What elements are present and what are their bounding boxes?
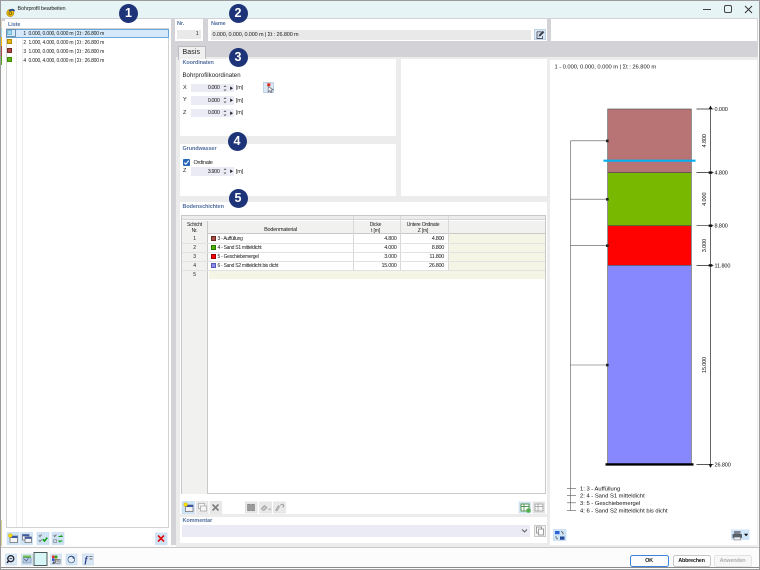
svg-text:1: 3 - Auffüllung: 1: 3 - Auffüllung	[580, 486, 620, 492]
svg-text:3: 5 - Geschiebemergel: 3: 5 - Geschiebemergel	[580, 501, 640, 507]
svg-text:1 - 0.000, 0.000, 0.000 m | Σt: 1 - 0.000, 0.000, 0.000 m | Σt : 26.800 …	[554, 65, 656, 71]
svg-text:3.000: 3.000	[702, 239, 708, 252]
svg-text:4.800: 4.800	[714, 171, 727, 177]
svg-text:8.800: 8.800	[714, 224, 727, 230]
svg-text:15.000: 15.000	[702, 357, 708, 373]
svg-text:4.000: 4.000	[702, 193, 708, 206]
svg-text:11.800: 11.800	[714, 263, 730, 269]
svg-text:0.000: 0.000	[714, 107, 727, 113]
svg-text:26.800: 26.800	[714, 462, 730, 468]
svg-text:f: f	[85, 556, 89, 566]
svg-text:2: 4 - Sand S1 mitteldicht: 2: 4 - Sand S1 mitteldicht	[580, 494, 645, 500]
svg-text:4: 6 - Sand S2 mitteldicht bi: 4: 6 - Sand S2 mitteldicht bis dicht	[580, 508, 668, 514]
svg-text:4.800: 4.800	[702, 134, 708, 147]
